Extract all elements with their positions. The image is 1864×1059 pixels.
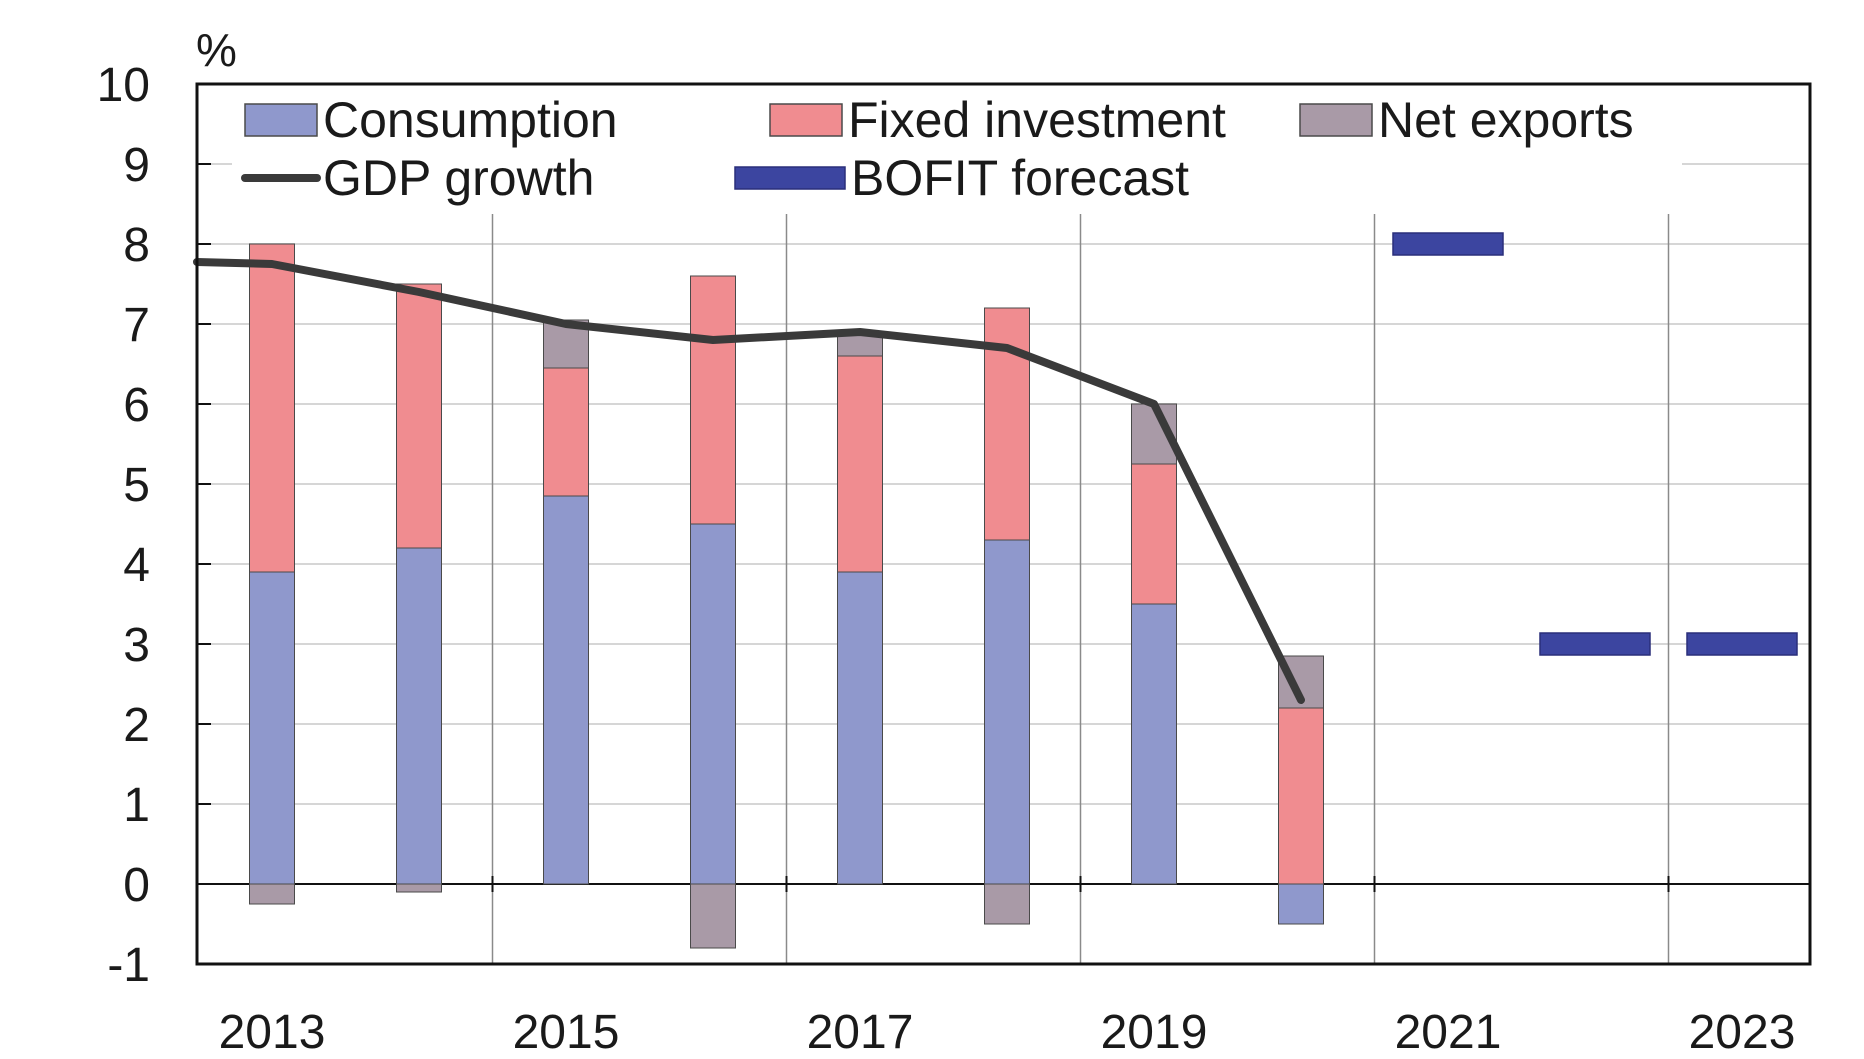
- legend-consumption-swatch: [244, 103, 318, 137]
- legend-net-exports-label: Net exports: [1378, 92, 1634, 148]
- legend-consumption-label: Consumption: [323, 92, 618, 148]
- x-tick-label: 2013: [219, 1006, 326, 1054]
- bar-fixed-investment-2017: [837, 355, 883, 573]
- bar-net-exports-2018: [984, 883, 1030, 925]
- bar-fixed-investment-2019: [1131, 463, 1177, 605]
- y-tick-label: 10: [97, 59, 150, 112]
- legend-net-exports-swatch: [1299, 103, 1373, 137]
- bar-fixed-investment-2014: [396, 283, 442, 549]
- forecast-marker-2021: [1392, 232, 1504, 256]
- y-unit-label: %: [196, 24, 237, 76]
- bar-fixed-investment-2016: [690, 275, 736, 525]
- legend-bofit-forecast-label: BOFIT forecast: [851, 150, 1189, 206]
- y-tick-label: 2: [123, 699, 150, 752]
- y-tick-label: 8: [123, 219, 150, 272]
- y-tick-label: 9: [123, 139, 150, 192]
- bar-consumption-2020: [1278, 883, 1324, 925]
- x-tick-label: 2017: [807, 1006, 914, 1054]
- bar-consumption-2013: [249, 571, 295, 885]
- plot-frame: [195, 82, 1812, 966]
- bar-net-exports-2013: [249, 883, 295, 905]
- y-tick-label: 0: [123, 859, 150, 912]
- y-tick-label: 7: [123, 299, 150, 352]
- bar-net-exports-2016: [690, 883, 736, 949]
- x-tick-label: 2021: [1395, 1006, 1502, 1054]
- bar-fixed-investment-2015: [543, 367, 589, 497]
- legend-background: [232, 94, 1682, 214]
- legend-gdp-growth-label: GDP growth: [323, 150, 594, 206]
- y-tick-label: 5: [123, 459, 150, 512]
- bar-consumption-2018: [984, 539, 1030, 885]
- forecast-marker-2023: [1686, 632, 1798, 656]
- bar-consumption-2019: [1131, 603, 1177, 885]
- bar-consumption-2015: [543, 495, 589, 885]
- legend-bofit-forecast-swatch: [734, 166, 846, 190]
- y-tick-label: 1: [123, 779, 150, 832]
- y-tick-label: 4: [123, 539, 150, 592]
- x-tick-label: 2023: [1689, 1006, 1796, 1054]
- x-tick-label: 2015: [513, 1006, 620, 1054]
- gdp-growth-line: [193, 257, 1305, 704]
- x-tick-label: 2019: [1101, 1006, 1208, 1054]
- legend-fixed-investment-swatch: [769, 103, 843, 137]
- y-tick-label: 3: [123, 619, 150, 672]
- legend-fixed-investment-label: Fixed investment: [848, 92, 1226, 148]
- bar-fixed-investment-2013: [249, 243, 295, 573]
- bar-consumption-2017: [837, 571, 883, 885]
- bar-net-exports-2014: [396, 883, 442, 893]
- forecast-marker-2022: [1539, 632, 1651, 656]
- y-tick-label: 6: [123, 379, 150, 432]
- y-tick-label: -1: [107, 939, 150, 992]
- bar-consumption-2014: [396, 547, 442, 885]
- bar-fixed-investment-2020: [1278, 707, 1324, 885]
- bar-consumption-2016: [690, 523, 736, 885]
